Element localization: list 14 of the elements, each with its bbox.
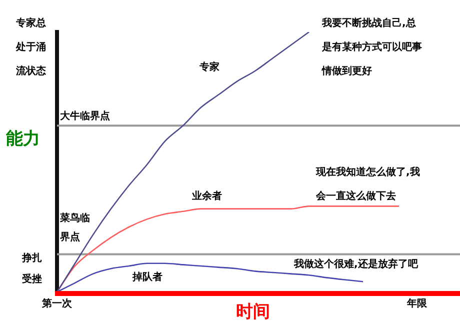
text: 专家总处于涌流状态 <box>16 18 46 77</box>
text: 我要不断挑战自己,总是有某种方式可以吧事情做到更好 <box>322 18 422 77</box>
y-axis-title: 能力 <box>6 128 41 150</box>
text: 现在我知道怎么做了,我会一直这么做下去 <box>316 167 420 202</box>
annotation: 我做这个很难,还是放弃了吧 <box>294 257 419 272</box>
x-axis-title: 时间 <box>236 301 271 323</box>
series-label: 掉队者 <box>132 270 163 285</box>
ref-line-label: 大牛临界点 <box>60 110 111 124</box>
ref-line-label: 菜鸟临界点 <box>60 212 91 246</box>
x-tick-label: 年限 <box>406 298 428 310</box>
series-label: 专家 <box>199 60 220 75</box>
series-label: 业余者 <box>192 190 222 204</box>
x-tick-label: 第一次 <box>41 298 73 310</box>
text: 挣扎受挫 <box>20 252 42 287</box>
